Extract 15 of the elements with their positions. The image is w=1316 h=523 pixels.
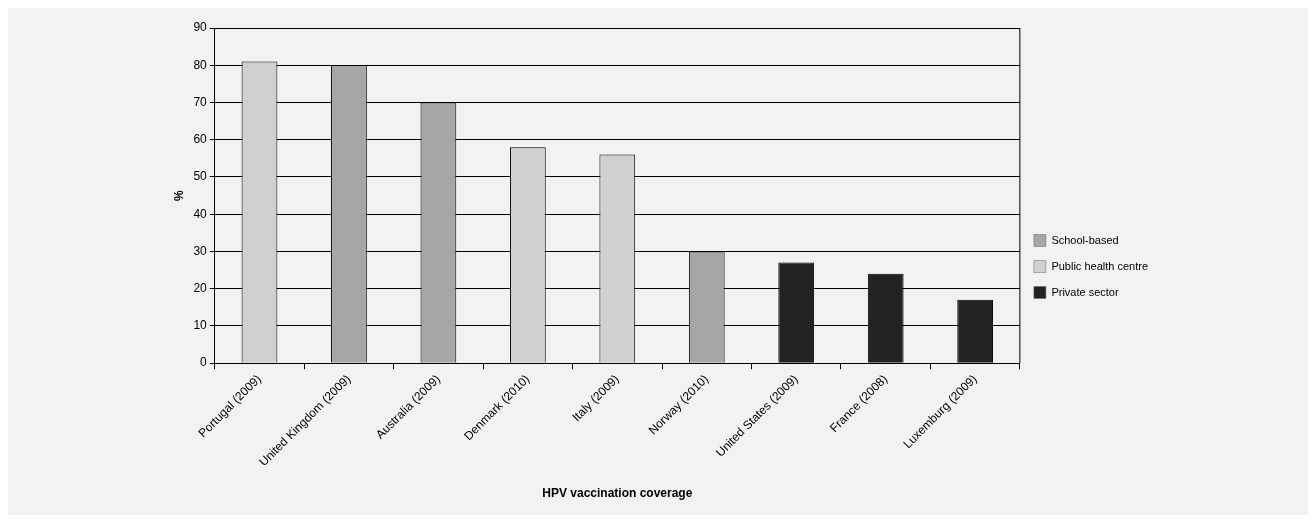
y-tick-label: 60	[193, 132, 208, 147]
y-tick-label: 10	[193, 318, 208, 333]
y-tick-label: 80	[193, 57, 208, 72]
y-tick-label: 90	[193, 20, 208, 35]
legend-label: Public health centre	[1051, 259, 1149, 272]
y-tick-label: 30	[193, 243, 208, 258]
y-tick-label: 0	[200, 355, 208, 370]
y-tick-label: 20	[193, 280, 208, 295]
y-tick-label: 40	[193, 206, 208, 221]
y-tick-label: 70	[193, 94, 208, 109]
legend-label: School-based	[1051, 233, 1119, 246]
x-axis-title: HPV vaccination coverage	[542, 486, 693, 501]
y-axis-title: %	[171, 189, 186, 201]
legend-label: Private sector	[1051, 285, 1119, 298]
y-tick-label: 50	[193, 169, 208, 184]
